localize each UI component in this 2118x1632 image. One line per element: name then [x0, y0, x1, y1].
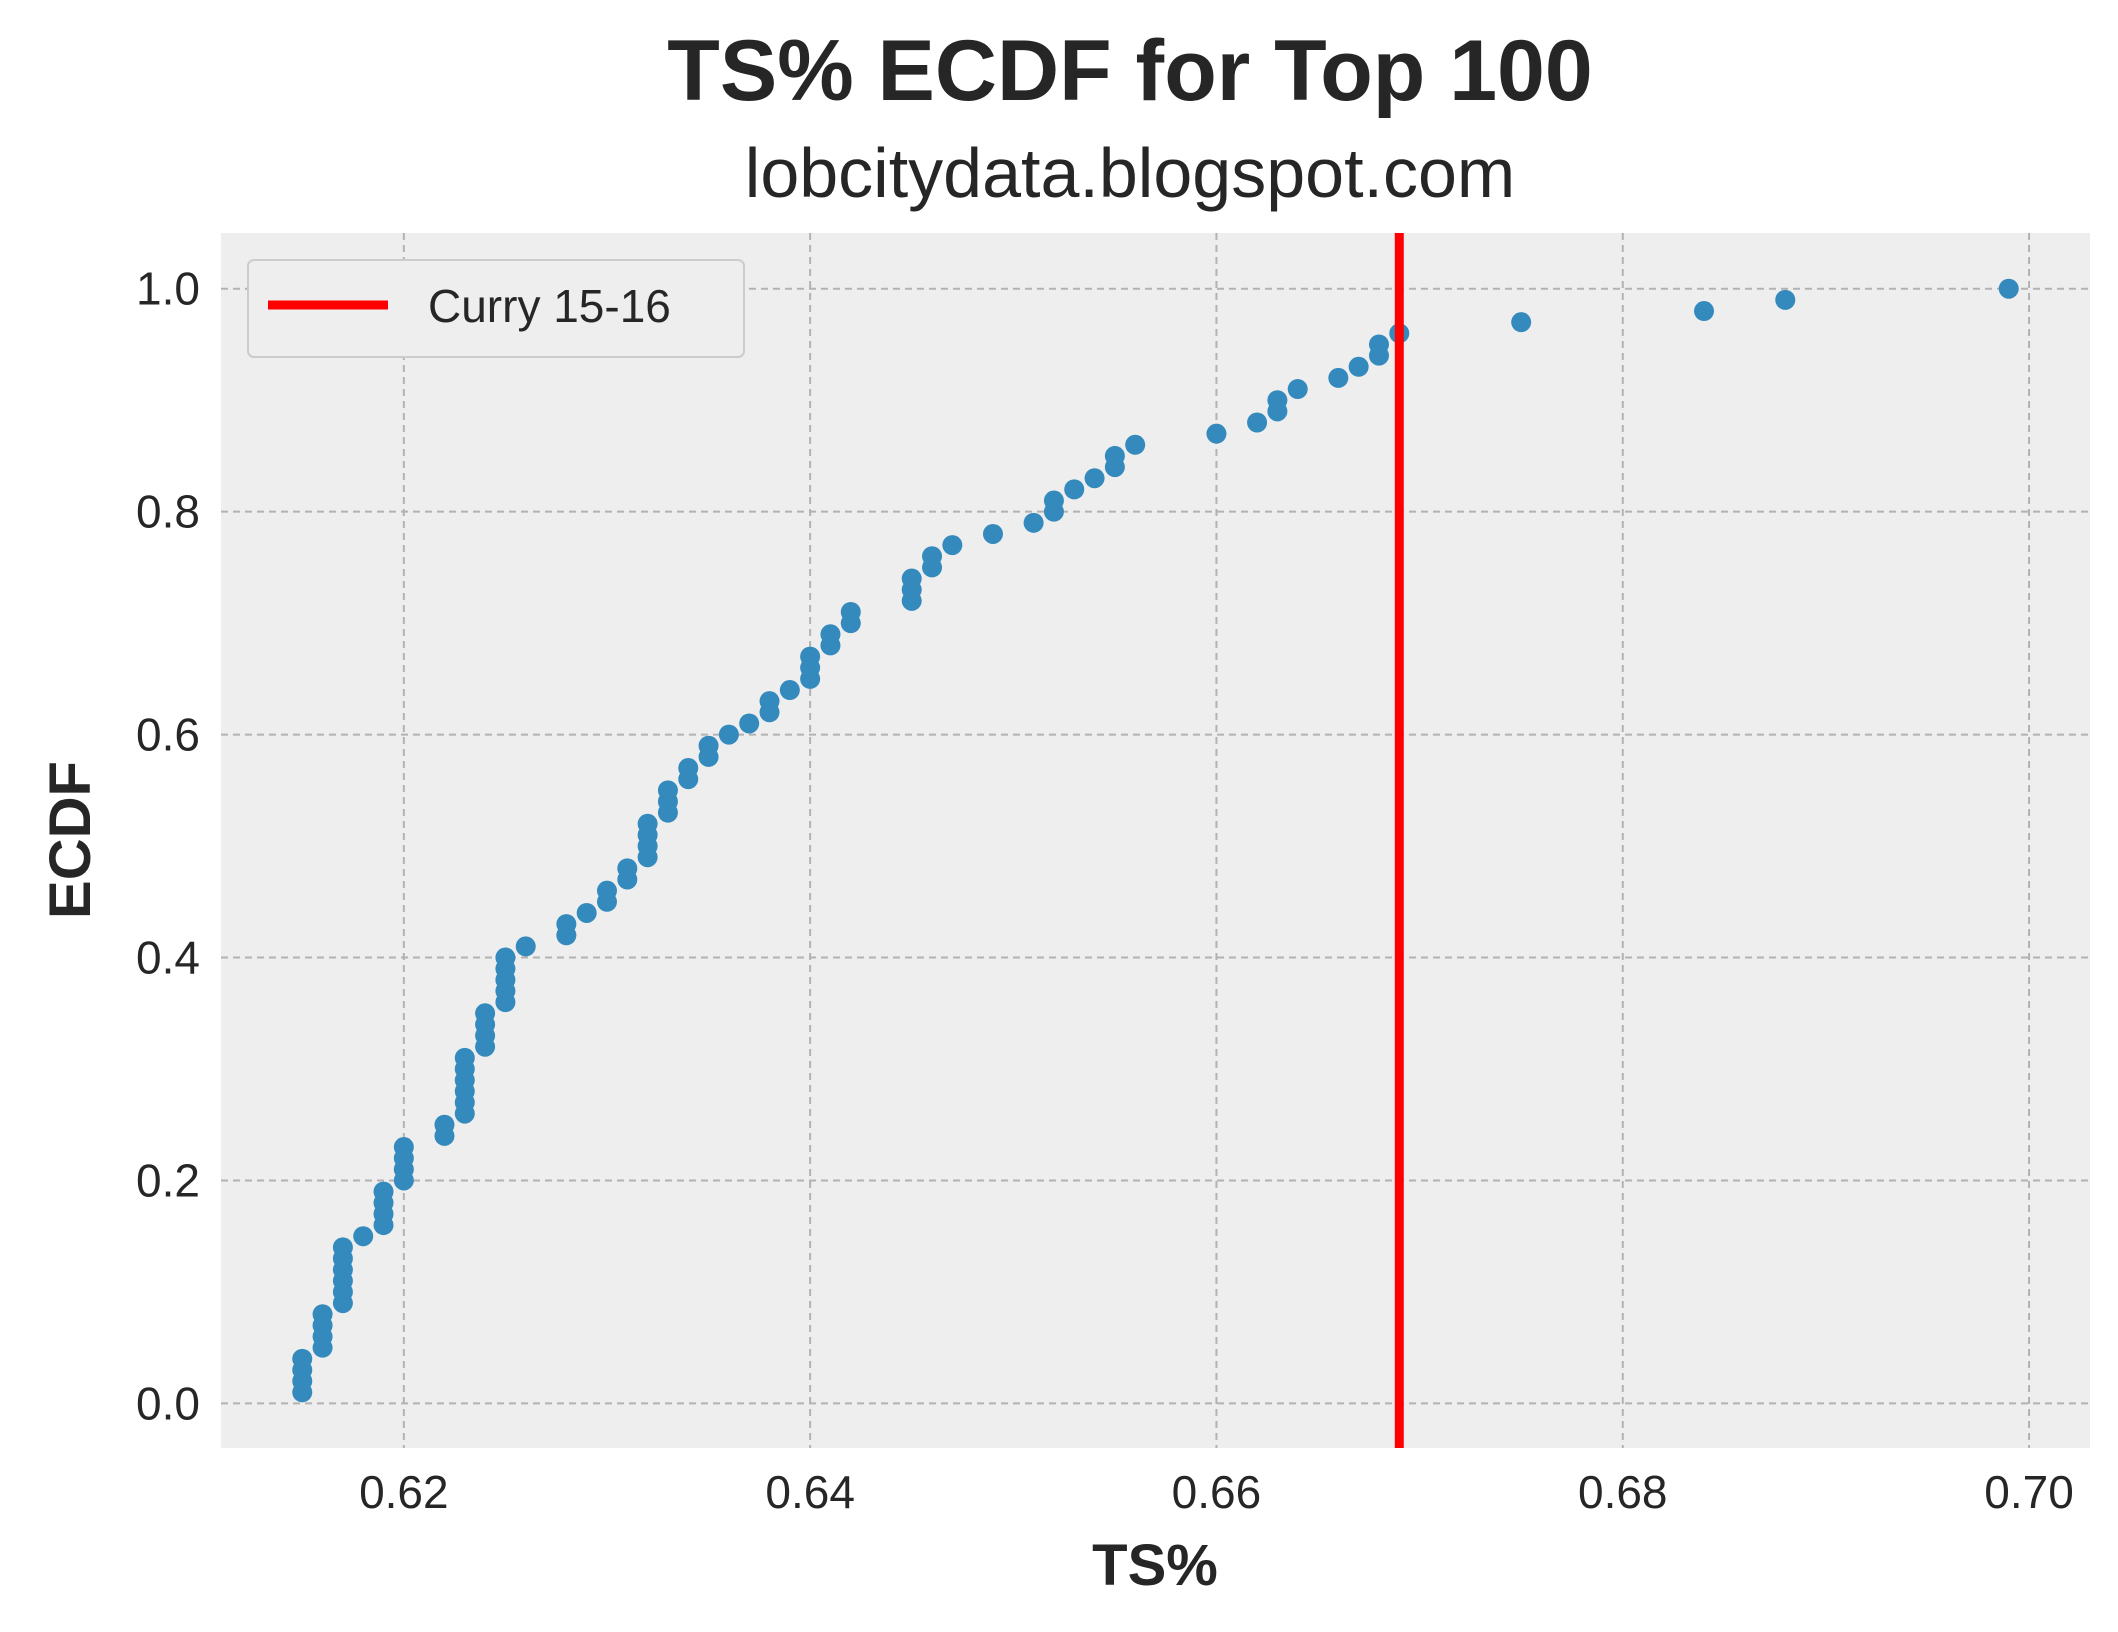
data-point [901, 568, 922, 589]
data-point [1998, 278, 2019, 299]
data-point [292, 1348, 313, 1369]
data-point [596, 880, 617, 901]
data-point [556, 914, 577, 935]
data-point [1328, 367, 1349, 388]
x-tick-label: 0.70 [1984, 1466, 2074, 1518]
data-point [718, 724, 739, 745]
data-point [1287, 379, 1308, 400]
data-point [1775, 289, 1796, 310]
y-tick-label: 0.8 [136, 486, 200, 538]
data-point [982, 523, 1003, 544]
x-tick-label: 0.66 [1172, 1466, 1262, 1518]
x-tick-label: 0.68 [1578, 1466, 1668, 1518]
data-point [393, 1137, 414, 1158]
data-point [779, 680, 800, 701]
data-point [1368, 334, 1389, 355]
data-point [942, 535, 963, 556]
data-point [312, 1304, 333, 1325]
data-point [1348, 356, 1369, 377]
data-point [1084, 468, 1105, 489]
data-point [515, 936, 536, 957]
data-point [495, 947, 516, 968]
data-point [1511, 312, 1532, 333]
y-tick-label: 0.2 [136, 1154, 200, 1206]
data-point [1247, 412, 1268, 433]
data-point [1023, 512, 1044, 533]
data-point [1694, 301, 1715, 322]
x-tick-label: 0.62 [359, 1466, 449, 1518]
legend-frame [247, 259, 745, 358]
grid-lines [221, 233, 2090, 1448]
data-point [454, 1047, 475, 1068]
data-point [678, 758, 699, 779]
data-point [922, 546, 943, 567]
data-point [739, 713, 760, 734]
data-point [475, 1003, 496, 1024]
data-point [353, 1226, 374, 1247]
data-point [617, 858, 638, 879]
data-point [1043, 490, 1064, 511]
data-point [840, 601, 861, 622]
y-tick-label: 1.0 [136, 263, 200, 315]
data-point [1125, 434, 1146, 455]
data-point [637, 813, 658, 834]
data-point [1064, 479, 1085, 500]
y-axis-label: ECDF [38, 761, 103, 919]
plot-background [221, 233, 2090, 1448]
x-tick-label: 0.64 [765, 1466, 855, 1518]
y-tick-label: 0.0 [136, 1377, 200, 1429]
data-point [373, 1181, 394, 1202]
data-point [1206, 423, 1227, 444]
chart-subtitle: lobcitydata.blogspot.com [744, 134, 1516, 212]
chart-title: TS% ECDF for Top 100 [667, 23, 1593, 119]
scatter-points [292, 278, 2019, 1403]
data-point [759, 691, 780, 712]
data-point [820, 624, 841, 645]
data-point [698, 735, 719, 756]
y-tick-label: 0.4 [136, 932, 200, 984]
data-point [576, 902, 597, 923]
data-point [800, 646, 821, 667]
data-point [434, 1114, 455, 1135]
data-point [1104, 445, 1125, 466]
data-point [332, 1237, 353, 1258]
data-point [1267, 390, 1288, 411]
legend-label-curry: Curry 15-16 [428, 280, 671, 332]
x-axis-label: TS% [1092, 1533, 1218, 1598]
tick-labels: 0.62 0.64 0.66 0.68 0.70 0.0 0.2 0.4 0.6 0.8 1.0 [136, 263, 2074, 1518]
data-point [657, 780, 678, 801]
legend: Curry 15-16 [247, 259, 745, 358]
y-tick-label: 0.6 [136, 709, 200, 761]
